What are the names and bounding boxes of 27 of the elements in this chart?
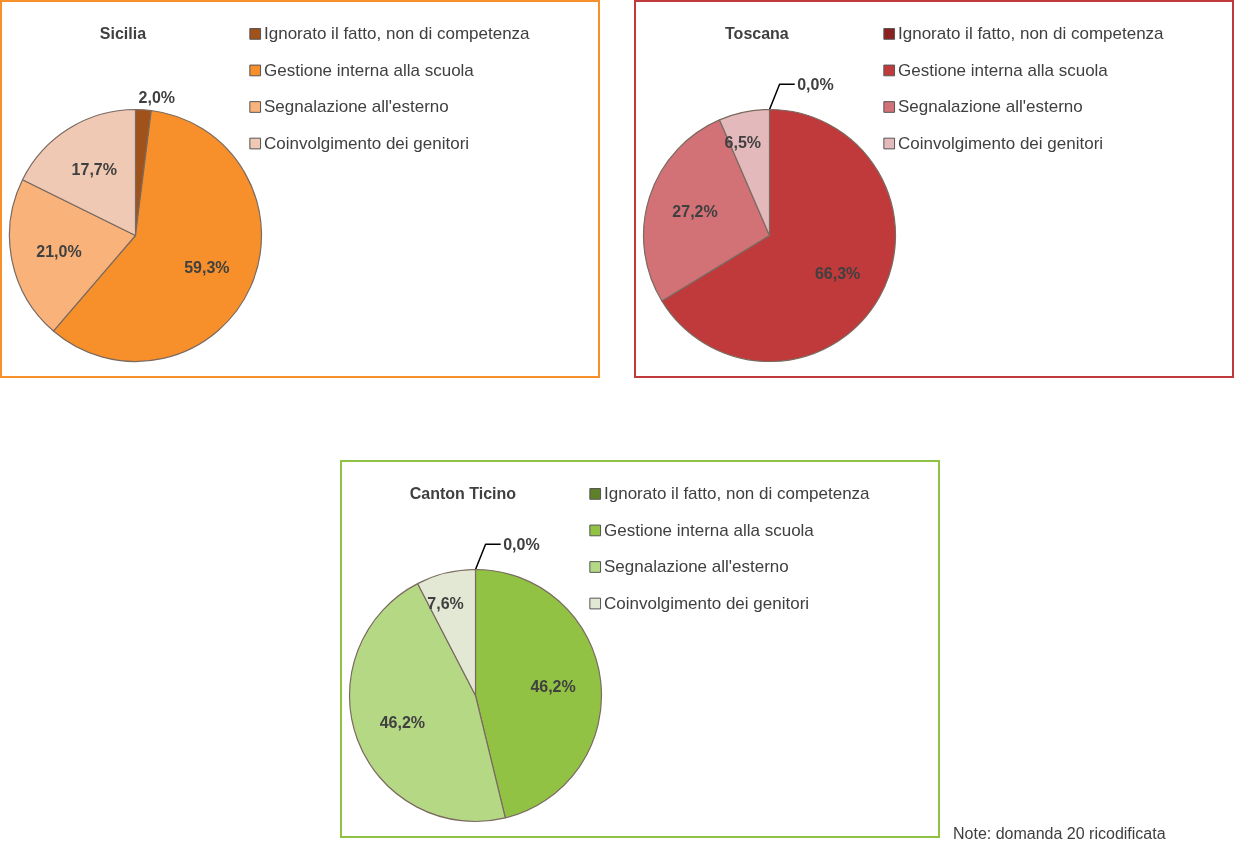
data-label: 2,0% [138, 88, 176, 106]
legend-label: Coinvolgimento dei genitori [264, 134, 470, 154]
data-label: 46,2% [530, 677, 576, 695]
legend-label: Gestione interna alla scuola [264, 60, 475, 80]
text: 0,0% [503, 535, 540, 553]
legend-label: Segnalazione all'esterno [898, 97, 1083, 117]
data-label: 17,7% [71, 160, 117, 178]
legend-label: Segnalazione all'esterno [264, 97, 449, 117]
legend-label: Segnalazione all'esterno [604, 557, 789, 577]
legend-label: Ignorato il fatto, non di competenza [898, 24, 1165, 44]
data-label: 27,2% [672, 203, 718, 221]
data-label: 7,6% [427, 595, 464, 613]
legend-label: Coinvolgimento dei genitori [604, 594, 810, 614]
data-label: 46,2% [379, 714, 426, 732]
legend-label: Coinvolgimento dei genitori [898, 134, 1104, 154]
chart-title: Toscana [725, 25, 789, 43]
text: 0,0% [797, 75, 834, 93]
chart-title: Canton Ticino [409, 485, 517, 503]
legend-label: Gestione interna alla scuola [604, 520, 815, 540]
legend-label: Gestione interna alla scuola [898, 60, 1109, 80]
data-label: 59,3% [184, 258, 230, 276]
legend-label: Ignorato il fatto, non di competenza [604, 484, 871, 504]
data-label: 66,3% [814, 265, 861, 283]
data-label: 21,0% [36, 242, 82, 260]
text: Note: domanda 20 ricodificata [953, 824, 1166, 844]
chart-title: Sicilia [99, 25, 147, 43]
legend-label: Ignorato il fatto, non di competenza [264, 24, 531, 44]
